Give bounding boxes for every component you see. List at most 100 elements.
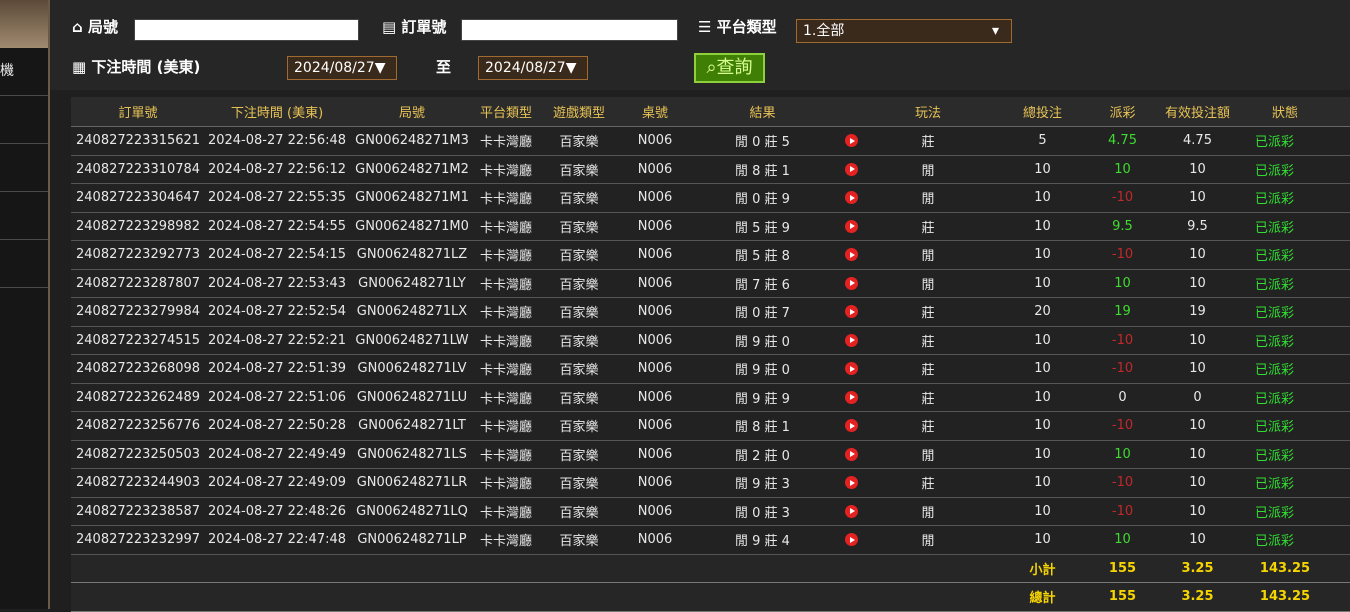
replay-cell [836,411,866,441]
platform-select[interactable]: 1.全部 ▾ [796,19,1012,43]
cell: GN006248271M1 [349,183,475,213]
cell-empty [1325,155,1350,184]
replay-cell [836,126,866,156]
cell: 已派彩 [1245,525,1325,555]
replay-icon[interactable] [844,390,858,404]
cell: GN006248271M2 [349,155,475,184]
cell-empty [1325,582,1350,612]
date-to[interactable]: 2024/08/27▼ [478,56,588,80]
cell: 閒 2 莊 0 [689,440,836,469]
cell-empty [349,582,475,612]
replay-icon[interactable] [844,333,858,347]
cell-empty [1325,126,1350,156]
bet-row: 240827223298982 2024-08-27 22:54:55 GN0062… [71,212,1350,241]
cell: 10 [990,440,1095,469]
cell: N006 [621,240,689,270]
column-header: 平台類型 [475,97,537,127]
cell: 百家樂 [537,497,621,526]
cell: 卡卡灣廳 [475,497,537,526]
cell: 10 [990,497,1095,526]
replay-cell [836,183,866,213]
sidebar-item[interactable]: 機 [0,48,48,96]
cell: 卡卡灣廳 [475,440,537,469]
cell: 240827223292773 [71,240,205,270]
summary-value: 3.25 [1150,582,1245,612]
cell: 19 [1150,297,1245,327]
replay-cell [836,440,866,469]
query-button[interactable]: ⌕查詢 [694,53,765,83]
bet-row: 240827223250503 2024-08-27 22:49:49 GN0062… [71,440,1350,469]
column-header: 訂單號 [71,97,205,127]
replay-icon[interactable] [844,533,858,547]
cell: 卡卡灣廳 [475,326,537,355]
cell-empty [1325,383,1350,412]
cell: 百家樂 [537,354,621,384]
cell: 閒 5 莊 9 [689,212,836,241]
cell: 10 [990,326,1095,355]
replay-icon[interactable] [844,419,858,433]
summary-row: 總計 155 3.25 143.25 [71,582,1350,612]
cell: 10 [1150,497,1245,526]
cell: 卡卡灣廳 [475,183,537,213]
cell: 閒 [866,497,990,526]
cell-empty [1325,326,1350,355]
sidebar-tab[interactable] [0,0,48,48]
cell: 閒 5 莊 8 [689,240,836,270]
bet-row: 240827223268098 2024-08-27 22:51:39 GN0062… [71,354,1350,384]
to-label: 至 [436,58,452,76]
replay-icon[interactable] [844,162,858,176]
replay-icon[interactable] [844,362,858,376]
cell: 百家樂 [537,126,621,156]
button-text: 查詢 [716,57,753,78]
round-input[interactable] [134,19,359,41]
bet-row: 240827223238587 2024-08-27 22:48:26 GN0062… [71,497,1350,526]
sidebar-item[interactable] [0,192,48,240]
replay-icon[interactable] [844,219,858,233]
replay-icon[interactable] [844,476,858,490]
cell: 莊 [866,411,990,441]
bet-row: 240827223304647 2024-08-27 22:55:35 GN0062… [71,183,1350,213]
sidebar-item[interactable] [0,240,48,288]
cell: 卡卡灣廳 [475,354,537,384]
cell-empty [1325,183,1350,213]
replay-cell [836,354,866,384]
summary-value: 155 [1095,582,1150,612]
cell: GN006248271M0 [349,212,475,241]
replay-cell [836,326,866,355]
order-input[interactable] [461,19,678,41]
cell: 莊 [866,354,990,384]
cell-empty [1325,497,1350,526]
summary-label: 總計 [990,582,1095,612]
cell: N006 [621,126,689,156]
replay-icon[interactable] [844,305,858,319]
cell-empty [836,582,866,612]
replay-icon[interactable] [844,504,858,518]
cell: 240827223298982 [71,212,205,241]
replay-cell [836,155,866,184]
replay-icon[interactable] [844,248,858,262]
cell: 已派彩 [1245,497,1325,526]
sidebar-item[interactable] [0,96,48,144]
date-from[interactable]: 2024/08/27▼ [287,56,397,80]
replay-icon[interactable] [844,191,858,205]
cell: 10 [990,411,1095,441]
column-header: 有效投注額 [1150,97,1245,127]
column-header: 桌號 [621,97,689,127]
cell: 2024-08-27 22:50:28 [205,411,349,441]
cell: 百家樂 [537,269,621,298]
replay-icon[interactable] [844,134,858,148]
replay-icon[interactable] [844,276,858,290]
sidebar-item[interactable] [0,144,48,192]
cell: 百家樂 [537,383,621,412]
cell: 240827223244903 [71,468,205,498]
replay-icon[interactable] [844,447,858,461]
cell: 卡卡灣廳 [475,468,537,498]
cell: GN006248271LP [349,525,475,555]
cell: 2024-08-27 22:53:43 [205,269,349,298]
cell-empty [1325,269,1350,298]
select-value: 1.全部 [803,23,845,39]
cell: 240827223232997 [71,525,205,555]
cell: 240827223262489 [71,383,205,412]
label-text: 下注時間 (美東) [91,58,201,76]
column-header-blank [836,97,866,127]
